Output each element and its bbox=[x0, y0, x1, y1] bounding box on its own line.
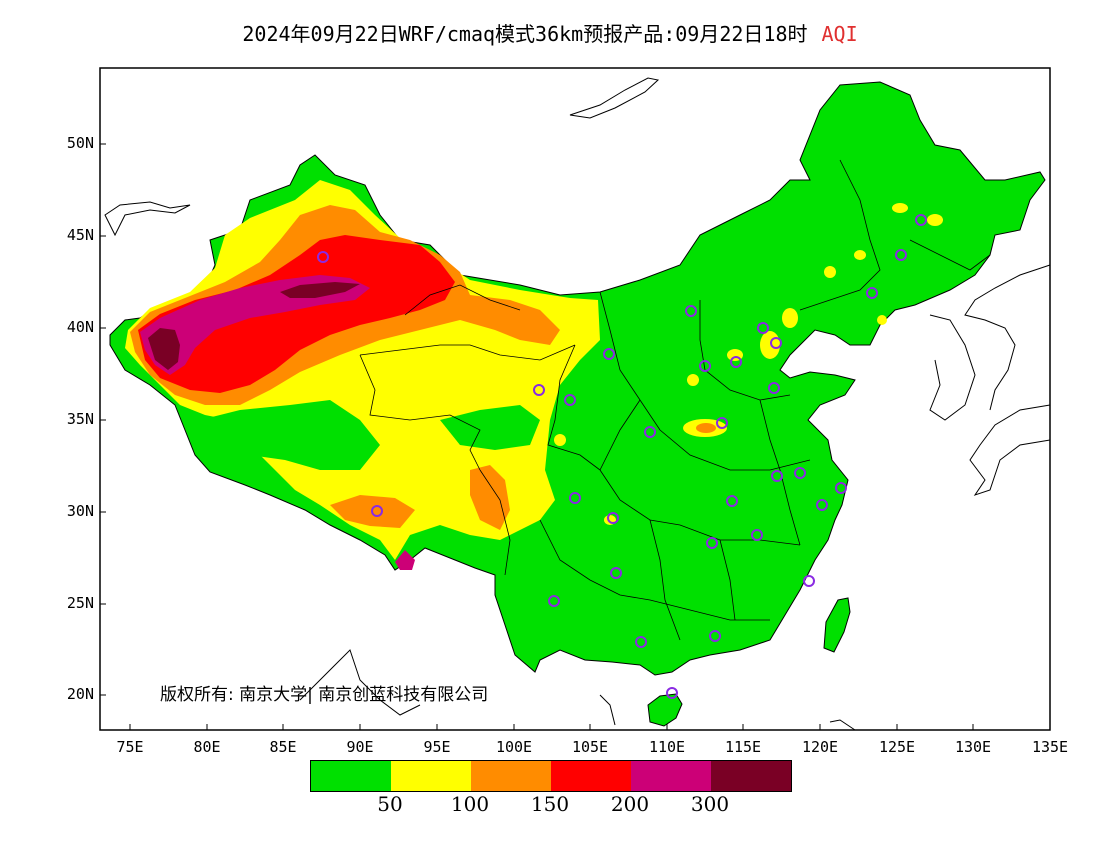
axis-ticks bbox=[100, 143, 1051, 730]
lon-label-135e: 135E bbox=[1031, 738, 1069, 756]
lon-label-75e: 75E bbox=[116, 738, 144, 756]
aqi-hotspots-east bbox=[554, 203, 943, 525]
lat-label-50n: 50N bbox=[66, 134, 94, 152]
lat-label-25n: 25N bbox=[66, 594, 94, 612]
colorbar-swatch-4 bbox=[551, 761, 631, 791]
map-title: 2024年09月22日WRF/cmaq模式36km预报产品:09月22日18时 A… bbox=[0, 18, 1100, 47]
aqi-zone-maroon-2 bbox=[280, 282, 360, 298]
aqi-colorbar bbox=[310, 760, 792, 792]
lon-label-115e: 115E bbox=[724, 738, 762, 756]
colorbar-swatch-6 bbox=[711, 761, 791, 791]
title-text: 2024年09月22日WRF/cmaq模式36km预报产品:09月22日18时 bbox=[242, 22, 808, 46]
lat-label-35n: 35N bbox=[66, 410, 94, 428]
lon-label-130e: 130E bbox=[954, 738, 992, 756]
aqi-zone-magenta-south bbox=[395, 550, 415, 570]
aqi-zone-magenta bbox=[140, 275, 370, 375]
lon-label-80e: 80E bbox=[193, 738, 221, 756]
colorbar-swatch-1 bbox=[311, 761, 391, 791]
aqi-zone-green-patch bbox=[200, 400, 380, 470]
aqi-zone-orange-se bbox=[470, 465, 510, 530]
lat-label-20n: 20N bbox=[66, 685, 94, 703]
lon-label-90e: 90E bbox=[346, 738, 374, 756]
lat-label-45n: 45N bbox=[66, 226, 94, 244]
lat-label-30n: 30N bbox=[66, 502, 94, 520]
lon-label-100e: 100E bbox=[495, 738, 533, 756]
lon-label-85e: 85E bbox=[269, 738, 297, 756]
lon-label-95e: 95E bbox=[423, 738, 451, 756]
neighbor-coastlines bbox=[104, 77, 1051, 731]
taiwan-island bbox=[823, 597, 851, 653]
aqi-zone-maroon bbox=[148, 328, 180, 370]
hainan-island bbox=[647, 693, 683, 727]
aqi-zone-red bbox=[138, 235, 455, 393]
colorbar-label-100: 100 bbox=[450, 792, 490, 816]
aqi-zone-green-patch-2 bbox=[440, 405, 540, 450]
colorbar-label-50: 50 bbox=[377, 792, 403, 816]
title-variable: AQI bbox=[821, 22, 858, 46]
colorbar-label-300: 300 bbox=[690, 792, 730, 816]
lon-label-120e: 120E bbox=[801, 738, 839, 756]
colorbar-swatch-3 bbox=[471, 761, 551, 791]
copyright-notice: 版权所有: 南京大学| 南京创蓝科技有限公司 bbox=[160, 685, 489, 705]
lat-label-40n: 40N bbox=[66, 318, 94, 336]
lon-label-125e: 125E bbox=[878, 738, 916, 756]
lon-label-105e: 105E bbox=[571, 738, 609, 756]
lon-label-110e: 110E bbox=[648, 738, 686, 756]
monitoring-stations bbox=[317, 214, 927, 699]
colorbar-label-150: 150 bbox=[530, 792, 570, 816]
colorbar-label-200: 200 bbox=[610, 792, 650, 816]
colorbar-swatch-5 bbox=[631, 761, 711, 791]
colorbar-swatch-2 bbox=[391, 761, 471, 791]
